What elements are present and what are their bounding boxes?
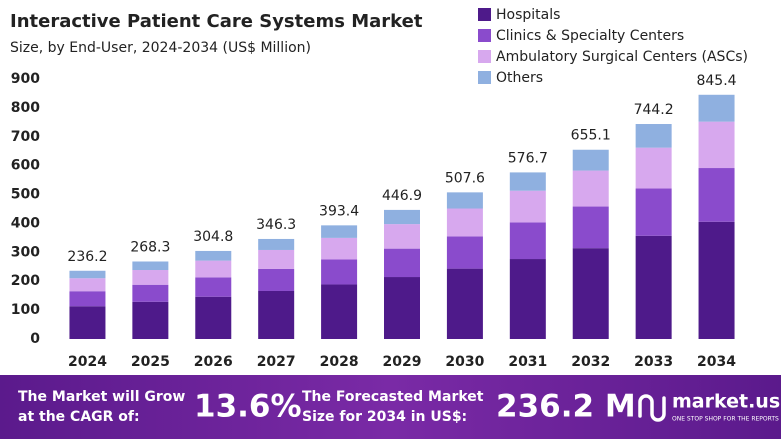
bar-segment <box>321 259 358 285</box>
bar-segment <box>132 301 169 339</box>
bar-segment <box>384 209 420 225</box>
legend-swatch <box>478 71 491 84</box>
chart-title: Interactive Patient Care Systems Market <box>10 11 423 32</box>
y-tick-label: 500 <box>11 187 40 203</box>
legend-label: Hospitals <box>496 7 560 23</box>
total-label: 346.3 <box>256 217 296 233</box>
bar-segment <box>635 188 672 236</box>
legend-swatch <box>478 50 491 63</box>
total-label: 393.4 <box>319 203 359 219</box>
x-tick-label: 2032 <box>571 354 610 370</box>
bar-segment <box>698 121 735 169</box>
y-tick-label: 900 <box>11 71 40 87</box>
x-tick-label: 2024 <box>68 354 107 370</box>
bar-segment <box>446 268 483 339</box>
y-tick-label: 400 <box>11 215 40 231</box>
forecast-label: Size for 2034 in US$: <box>302 409 467 425</box>
y-tick-label: 600 <box>11 158 40 174</box>
bar-segment <box>572 206 609 249</box>
bar-segment <box>509 190 546 223</box>
total-label: 236.2 <box>67 249 107 265</box>
bar-segment <box>635 124 672 148</box>
bar-segment <box>698 94 735 122</box>
x-tick-label: 2033 <box>634 354 673 370</box>
x-tick-label: 2034 <box>697 354 736 370</box>
cagr-label: at the CAGR of: <box>18 409 140 425</box>
logo-icon <box>638 394 666 422</box>
total-label: 268.3 <box>130 239 170 255</box>
bar-segment <box>509 222 546 260</box>
legend-swatch <box>478 8 491 21</box>
cagr-value: 13.6% <box>194 389 302 425</box>
bar-segment <box>258 249 295 269</box>
forecast-value: 236.2 M <box>496 389 636 425</box>
logo-tagline: ONE STOP SHOP FOR THE REPORTS <box>672 416 779 423</box>
bar-segment <box>132 261 169 271</box>
chart-subtitle: Size, by End-User, 2024-2034 (US$ Millio… <box>10 40 311 56</box>
logo-text: market.us <box>672 391 780 413</box>
x-tick-label: 2027 <box>257 354 296 370</box>
bar-segment <box>635 235 672 339</box>
total-label: 655.1 <box>571 128 611 144</box>
bar-segment <box>195 260 232 278</box>
bar-segment <box>572 149 609 171</box>
bar-segment <box>384 248 420 278</box>
bar-segment <box>446 236 483 269</box>
bar-segment <box>258 268 295 291</box>
x-tick-label: 2028 <box>320 354 359 370</box>
total-label: 744.2 <box>634 102 674 118</box>
total-label: 304.8 <box>193 229 233 245</box>
legend-label: Clinics & Specialty Centers <box>496 28 684 44</box>
bar-segment <box>509 172 546 191</box>
bar-segment <box>698 221 735 339</box>
y-tick-label: 0 <box>30 331 40 347</box>
y-tick-label: 800 <box>11 100 40 116</box>
bar-segment <box>321 284 358 339</box>
cagr-label: The Market will Grow <box>18 389 185 405</box>
bar-segment <box>195 250 232 261</box>
bar-segment <box>195 296 232 339</box>
bar-segment <box>572 170 609 207</box>
bar-segment <box>195 277 232 297</box>
bar-segment <box>69 306 106 339</box>
y-tick-label: 300 <box>11 244 40 260</box>
bar-segment <box>446 208 483 237</box>
legend-swatch <box>478 29 491 42</box>
total-label: 845.4 <box>696 73 736 89</box>
bar-segment <box>69 270 106 279</box>
y-tick-label: 200 <box>11 273 40 289</box>
bar-segment <box>132 270 169 285</box>
x-tick-label: 2031 <box>508 354 547 370</box>
bar-segment <box>69 291 106 307</box>
bar-segment <box>698 168 735 222</box>
forecast-label: The Forecasted Market <box>302 389 484 405</box>
bar-segment <box>635 147 672 189</box>
bar-segment <box>258 238 295 250</box>
legend-label: Others <box>496 70 543 86</box>
bar-segment <box>509 259 546 339</box>
bar-segment <box>572 248 609 339</box>
bar-segment <box>384 224 420 249</box>
total-label: 507.6 <box>445 170 485 186</box>
bar-segment <box>384 277 420 339</box>
legend-label: Ambulatory Surgical Centers (ASCs) <box>496 49 748 65</box>
total-label: 446.9 <box>382 188 422 204</box>
x-tick-label: 2030 <box>445 354 484 370</box>
x-tick-label: 2025 <box>131 354 170 370</box>
x-tick-label: 2029 <box>383 354 422 370</box>
bar-segment <box>258 290 295 339</box>
bar-segment <box>69 278 106 292</box>
total-label: 576.7 <box>508 150 548 166</box>
x-tick-label: 2026 <box>194 354 233 370</box>
bar-segment <box>321 237 358 260</box>
bar-segment <box>446 192 483 209</box>
y-tick-label: 700 <box>11 129 40 145</box>
y-tick-label: 100 <box>11 302 40 318</box>
bar-segment <box>321 225 358 238</box>
bar-segment <box>132 284 169 302</box>
